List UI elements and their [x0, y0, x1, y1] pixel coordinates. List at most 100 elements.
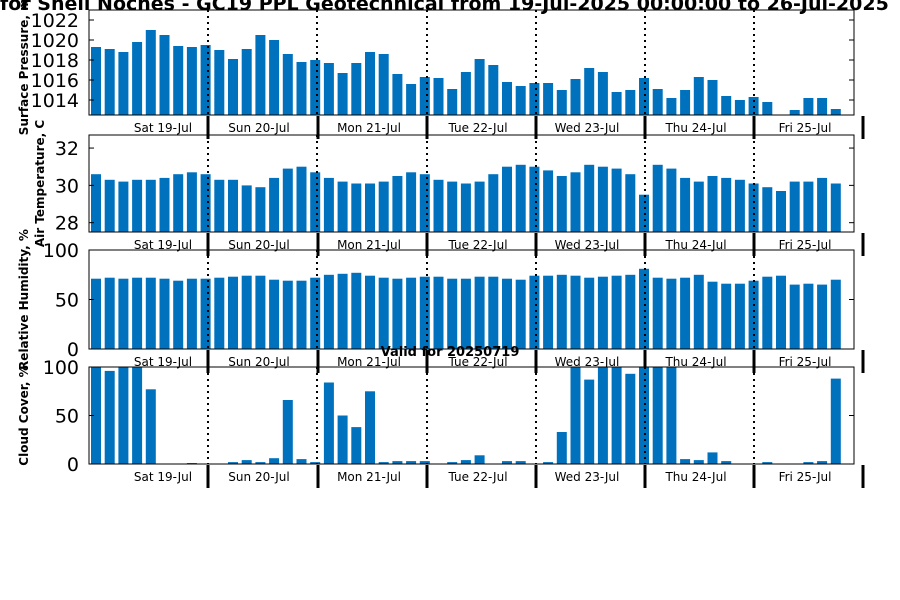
y-axis-title: Cloud Cover, % [17, 365, 31, 465]
bar [419, 174, 430, 232]
bar [803, 462, 814, 464]
bar [666, 98, 677, 115]
bar [378, 54, 389, 115]
bar [214, 50, 225, 115]
y-tick-label: 1018 [31, 50, 79, 72]
bar [776, 275, 786, 349]
y-tick-label: 1022 [31, 10, 79, 32]
bar [351, 183, 362, 232]
bar [611, 168, 622, 232]
bar [748, 280, 759, 349]
bar [145, 389, 156, 464]
day-label: Fri 25-Jul [779, 238, 832, 252]
bar [597, 367, 608, 464]
bar [173, 46, 184, 115]
bar [118, 367, 129, 464]
bar [830, 378, 841, 464]
bar [392, 278, 403, 349]
bar [460, 278, 471, 349]
day-label: Tue 22-Jul [447, 355, 507, 369]
bar [652, 277, 663, 349]
bar [365, 52, 375, 115]
bar [91, 278, 101, 349]
bar [556, 432, 567, 464]
page-title: for Shell Noches - GC19 PPL Geotechnical… [0, 0, 889, 15]
bar [365, 391, 375, 465]
bar [652, 164, 663, 232]
bar [488, 276, 499, 349]
y-tick-label: 0 [67, 454, 79, 476]
bar [406, 277, 417, 349]
bar [817, 177, 828, 232]
bar [721, 96, 732, 115]
bar [707, 176, 718, 232]
bar [392, 176, 403, 232]
bar [255, 462, 266, 464]
bar [337, 415, 348, 464]
bar [186, 47, 197, 115]
bar [789, 110, 800, 115]
y-tick-label: 50 [55, 290, 79, 312]
bar [351, 272, 362, 349]
bar [693, 274, 704, 350]
bar [488, 174, 499, 232]
bar [296, 62, 307, 115]
bar [515, 86, 526, 115]
bar [255, 275, 266, 349]
bar [173, 174, 184, 232]
bar [680, 90, 691, 115]
day-label: Sat 19-Jul [134, 238, 192, 252]
bar [707, 80, 718, 115]
bar [693, 460, 704, 464]
bar [570, 172, 581, 232]
bar [611, 367, 622, 464]
bar [666, 278, 677, 349]
bar [474, 181, 485, 232]
bar [269, 279, 280, 349]
bar [447, 89, 458, 115]
bar [228, 462, 238, 464]
day-label: Fri 25-Jul [779, 121, 832, 135]
bar [789, 284, 800, 349]
bar [255, 35, 266, 115]
bar [693, 77, 704, 115]
bar [762, 102, 773, 115]
bar [419, 461, 430, 464]
day-label: Fri 25-Jul [779, 470, 832, 484]
bar [214, 179, 225, 232]
bar [433, 179, 444, 232]
day-label: Wed 23-Jul [555, 355, 620, 369]
bar [323, 63, 334, 115]
bar [529, 275, 540, 349]
bar [625, 174, 636, 232]
bar [488, 65, 499, 115]
bar [611, 92, 622, 115]
bar [830, 183, 841, 232]
bar [652, 89, 663, 115]
bar [173, 280, 184, 349]
bar [584, 68, 595, 115]
y-tick-label: 50 [55, 406, 79, 428]
bar [323, 177, 334, 232]
bar [515, 279, 526, 349]
bar [406, 172, 417, 232]
bar [145, 30, 156, 115]
bar [310, 60, 321, 115]
bar [269, 40, 280, 115]
y-tick-label: 32 [55, 138, 79, 160]
bar [556, 274, 567, 350]
day-label: Thu 24-Jul [664, 355, 726, 369]
bar [502, 166, 512, 232]
bar [104, 49, 115, 115]
bar [310, 462, 321, 464]
bar [447, 462, 458, 464]
bar [241, 49, 252, 115]
bar [447, 181, 458, 232]
bar [323, 274, 334, 350]
bar [830, 279, 841, 349]
bar [200, 278, 211, 349]
plot-frame [88, 9, 855, 116]
bar [433, 276, 444, 349]
day-label: Sun 20-Jul [228, 470, 289, 484]
bar [803, 98, 814, 115]
